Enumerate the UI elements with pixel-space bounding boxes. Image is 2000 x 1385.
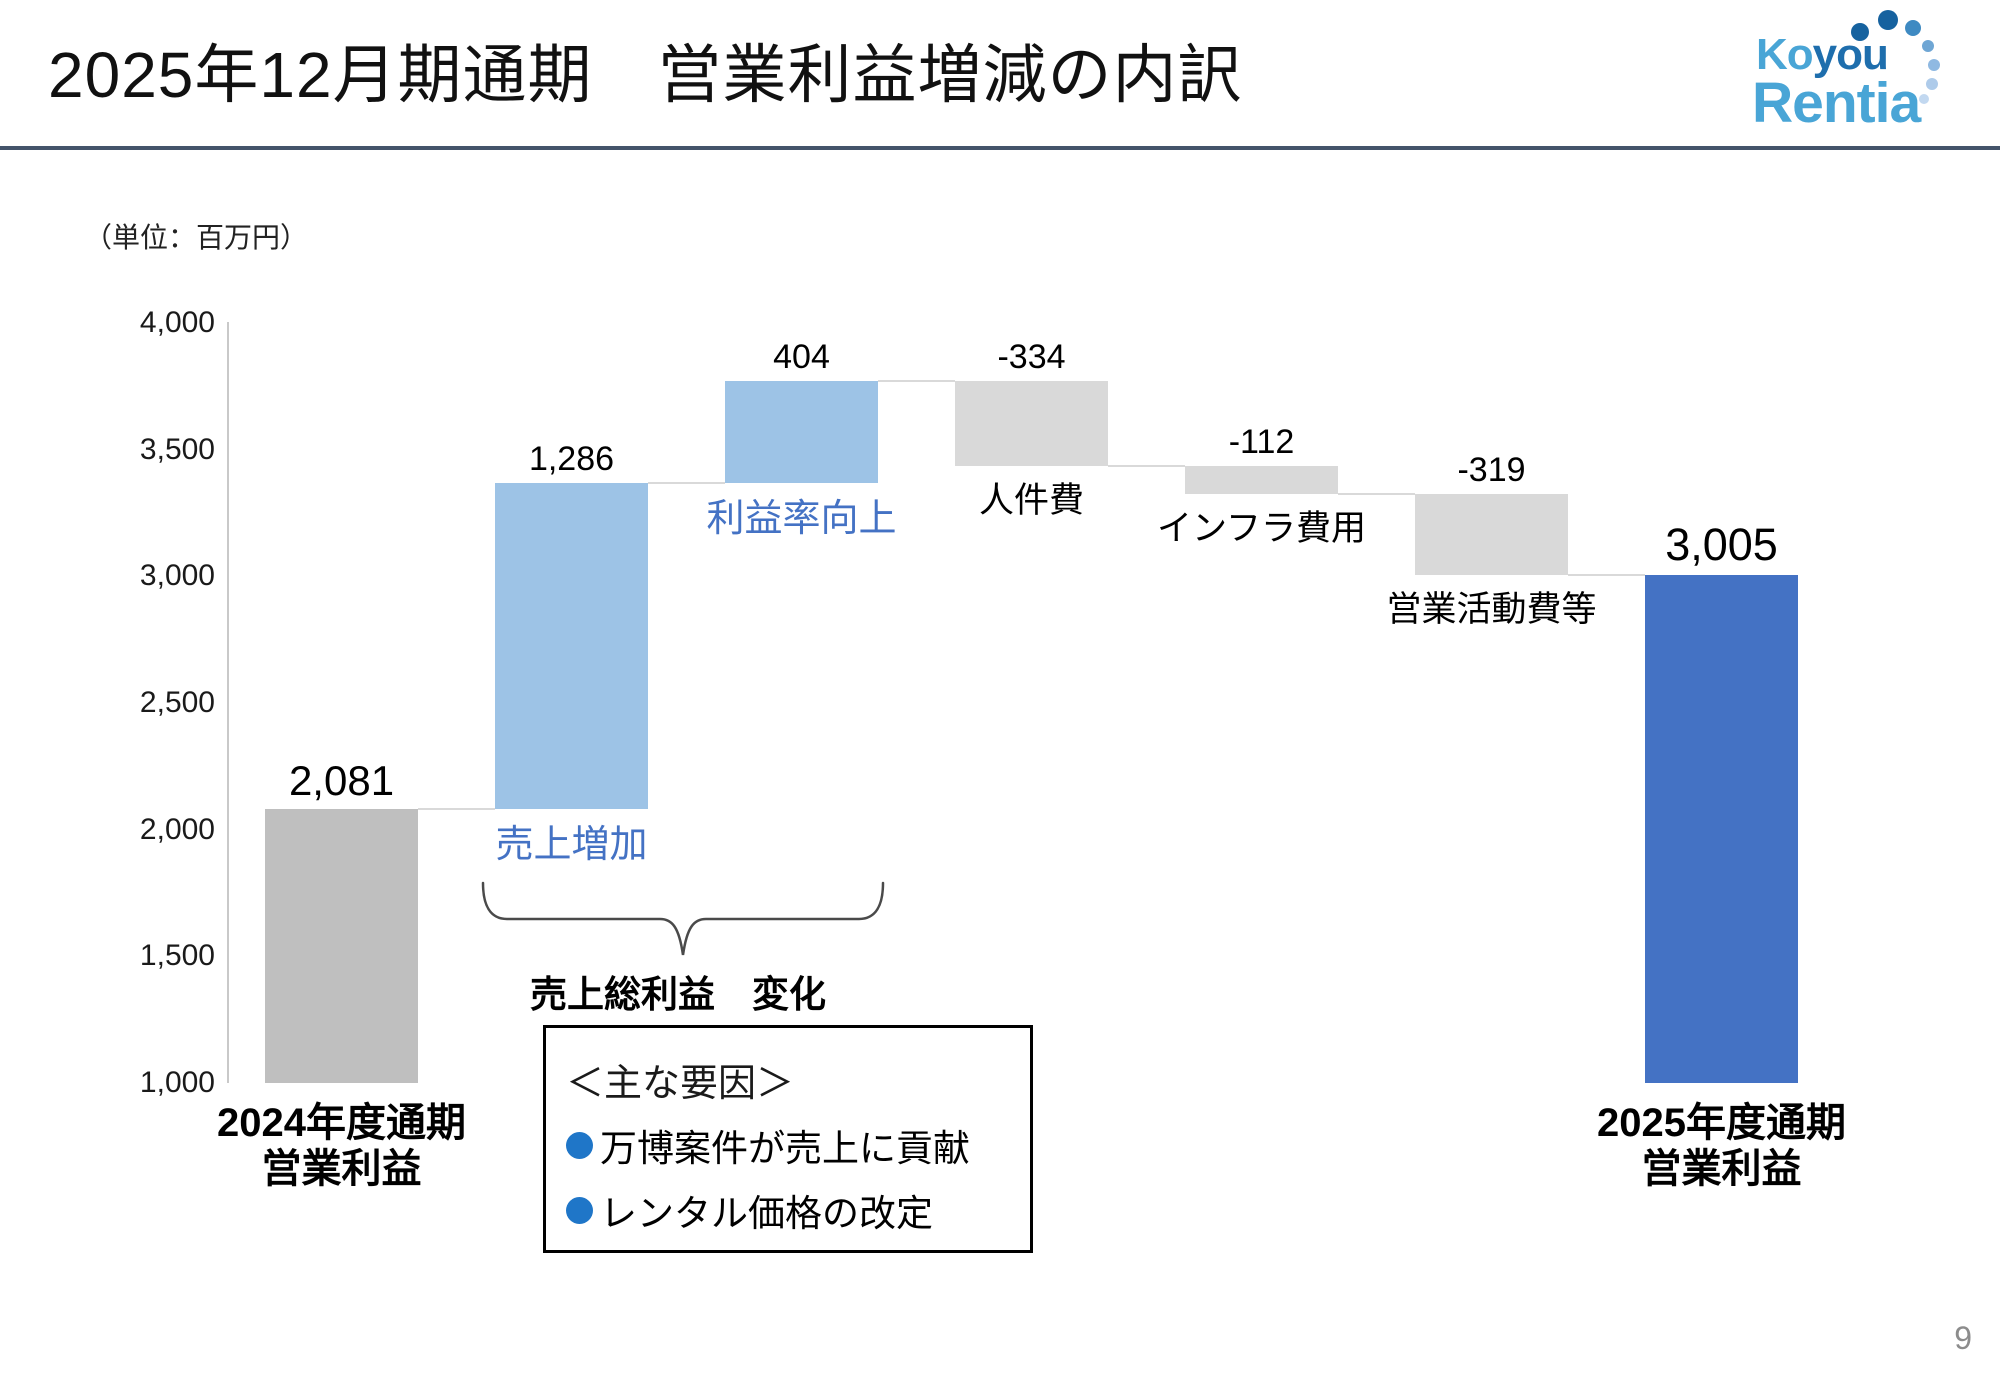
x-axis-label: 2025年度通期 営業利益 [1597, 1101, 1846, 1191]
y-axis-tick: 1,000 [139, 1066, 215, 1099]
logo-arc-dot [1878, 10, 1898, 30]
bullet-icon [566, 1196, 593, 1224]
y-axis-tick: 2,000 [139, 812, 215, 846]
bar-value-label: 404 [773, 337, 830, 376]
unit-label: （単位：百万円） [84, 222, 309, 253]
waterfall-bar-decrease [955, 381, 1108, 466]
company-logo: Koyou Rentia [1750, 8, 2000, 143]
y-axis-tick: 2,500 [139, 686, 215, 719]
bar-value-label: 1,286 [528, 440, 615, 479]
step-connector-line [648, 482, 725, 485]
step-connector-line [878, 380, 955, 382]
title-underline [0, 146, 2000, 150]
bar-value-label: 2,081 [288, 756, 395, 804]
logo-arc-dot [1905, 20, 1921, 36]
page-number: 9 [1954, 1320, 1972, 1356]
bar-value-label: -334 [997, 337, 1066, 376]
bar-category-label: 利益率向上 [706, 498, 897, 541]
waterfall-bar-start [265, 809, 418, 1083]
factor-item: レンタル価格の改定 [566, 1183, 1020, 1237]
factors-box: ＜主な要因＞ 万博案件が売上に貢献 レンタル価格の改定 [543, 1025, 1033, 1253]
bullet-icon [566, 1131, 593, 1159]
y-axis-tick: 3,000 [139, 559, 215, 593]
waterfall-bar-decrease [1185, 465, 1338, 494]
factor-text: レンタル価格の改定 [600, 1193, 933, 1234]
waterfall-bar-increase [495, 483, 648, 810]
logo-arc-dot [1919, 94, 1929, 104]
x-axis-label: 2024年度通期 営業利益 [217, 1101, 466, 1191]
bar-category-label: インフラ費用 [1157, 509, 1366, 548]
logo-arc-dot [1922, 40, 1934, 52]
y-axis-tick: 3,500 [139, 432, 215, 466]
page-title: 2025年12月期通期 営業利益増減の内訳 [48, 39, 1243, 111]
y-axis-tick: 4,000 [139, 306, 215, 339]
waterfall-bar-decrease [1415, 494, 1568, 575]
logo-arc-dot [1928, 59, 1940, 71]
bar-value-label: -112 [1228, 422, 1295, 461]
brace-bracket [481, 881, 885, 956]
bar-category-label: 売上増加 [495, 824, 648, 867]
logo-text-koyou: Koyou [1756, 30, 1889, 79]
step-connector-line [418, 808, 495, 811]
step-connector-line [1568, 573, 1645, 576]
bar-category-label: 営業活動費等 [1386, 589, 1597, 629]
factor-text: 万博案件が売上に貢献 [600, 1128, 970, 1169]
logo-arc-dot [1851, 23, 1869, 41]
waterfall-bar-total [1645, 575, 1798, 1083]
bar-category-label: 人件費 [978, 480, 1085, 520]
y-axis-tick: 1,500 [139, 939, 215, 973]
factors-heading: ＜主な要因＞ [566, 1063, 795, 1105]
brace-label: 売上総利益 変化 [530, 974, 826, 1015]
step-connector-line [1108, 464, 1185, 467]
bar-value-label: -319 [1457, 450, 1526, 489]
factor-item: 万博案件が売上に貢献 [566, 1118, 1020, 1172]
step-connector-line [1338, 493, 1415, 495]
logo-text-rentia: Rentia [1752, 71, 1921, 135]
y-axis-line [227, 322, 229, 1083]
waterfall-bar-increase [725, 381, 878, 484]
bar-value-label: 3,005 [1665, 519, 1778, 571]
logo-arc-dot [1926, 78, 1938, 90]
